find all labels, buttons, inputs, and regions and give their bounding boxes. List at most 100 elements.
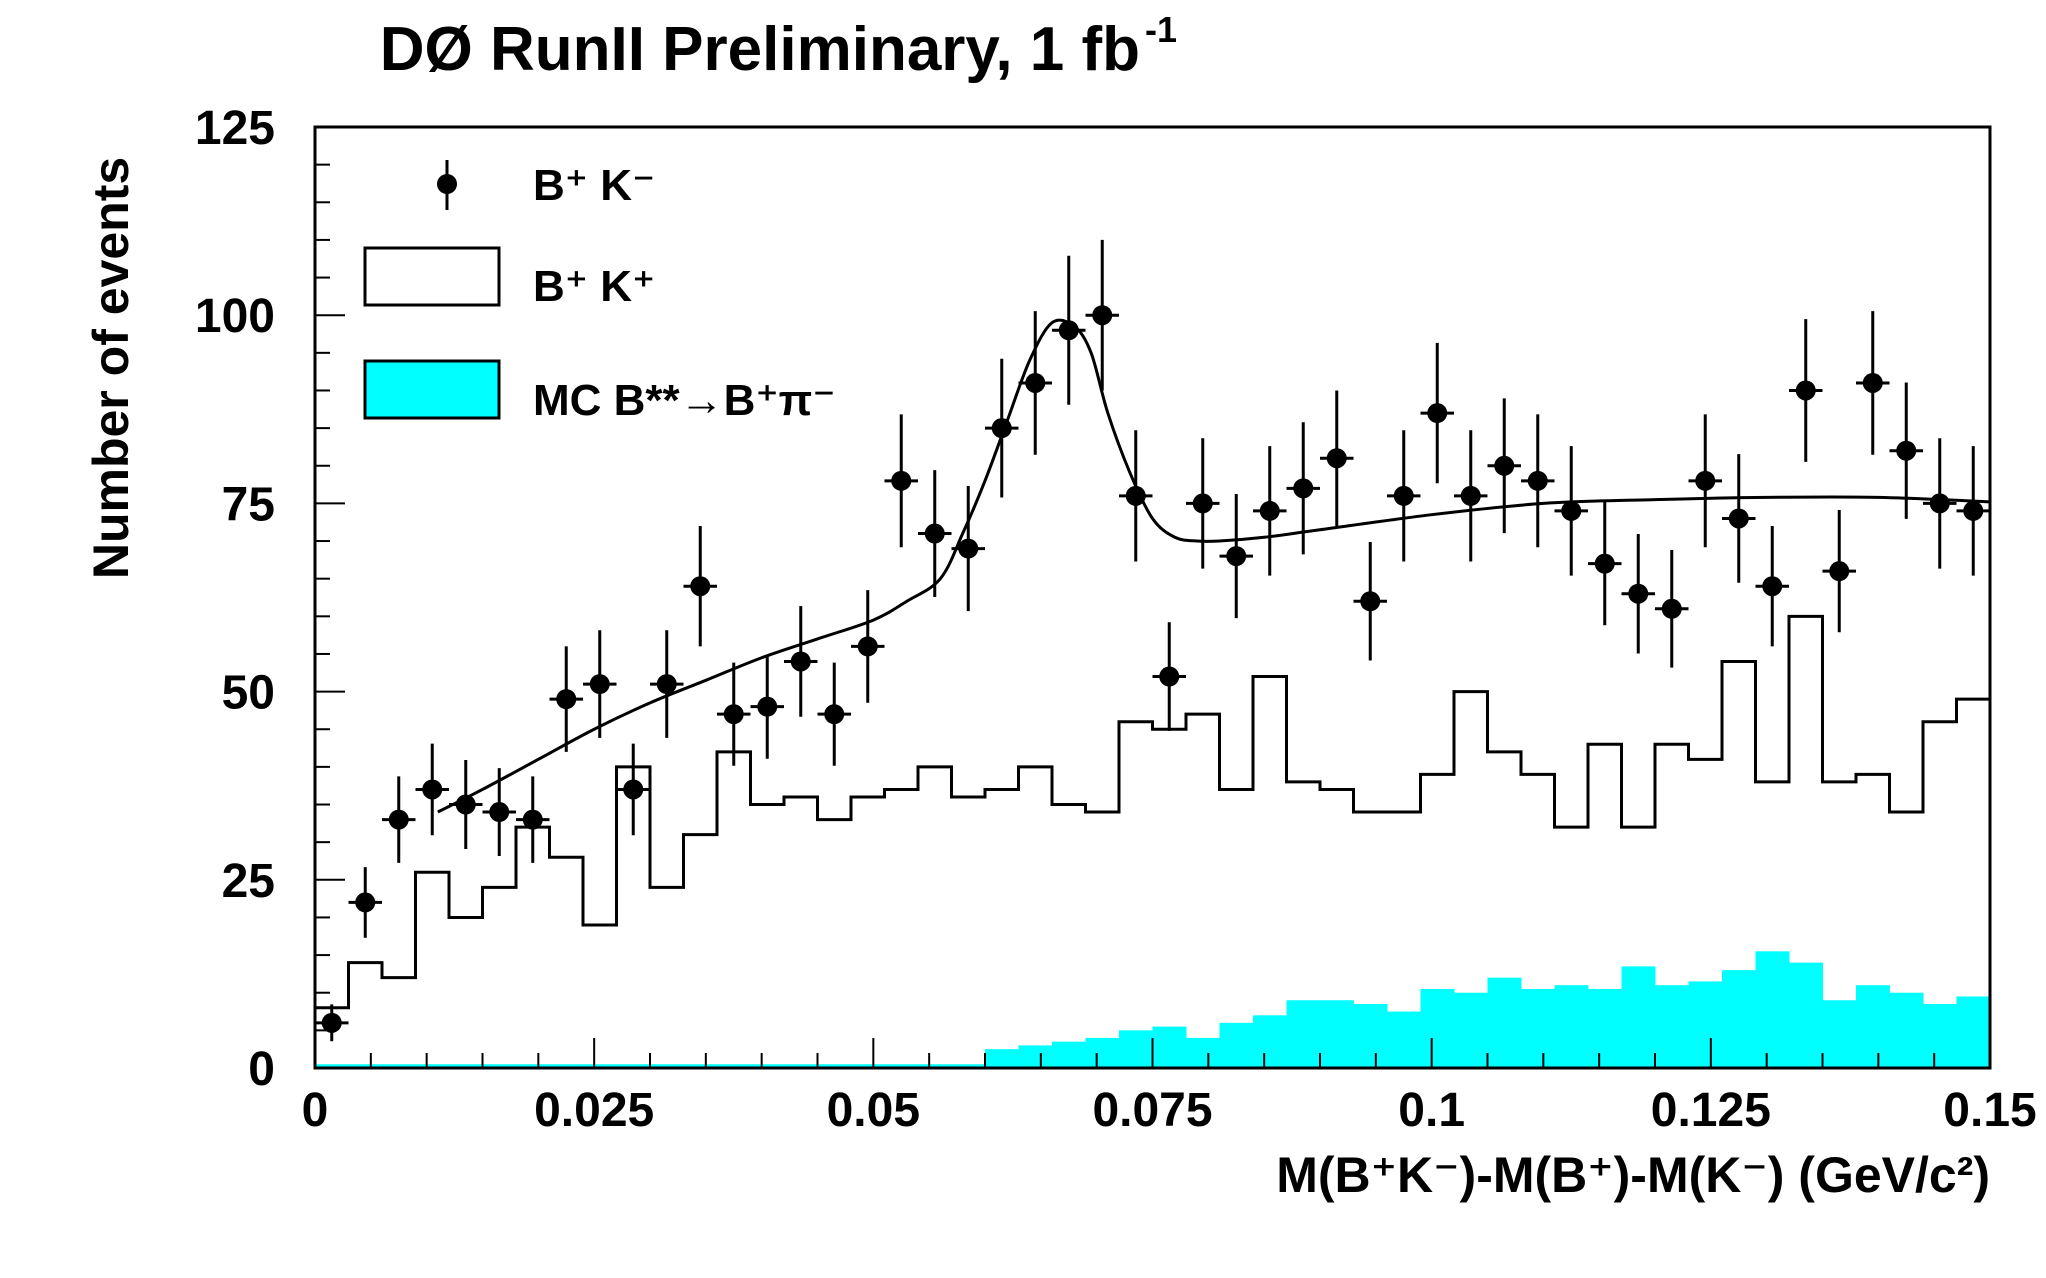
x-tick-label: 0.125 bbox=[1651, 1084, 1771, 1137]
data-point-marker bbox=[757, 696, 778, 717]
data-point-marker bbox=[422, 779, 443, 800]
mc-bin bbox=[549, 1064, 584, 1068]
data-point-marker bbox=[1226, 546, 1247, 567]
data-point bbox=[1588, 502, 1622, 626]
data-point bbox=[1521, 414, 1555, 548]
mc-bin bbox=[1856, 985, 1890, 1068]
data-point bbox=[1119, 430, 1153, 562]
data-point-marker bbox=[1795, 380, 1816, 401]
data-point-marker bbox=[355, 892, 376, 913]
mc-bin bbox=[1655, 985, 1689, 1068]
data-point bbox=[1755, 525, 1789, 647]
data-point-marker bbox=[1561, 500, 1582, 521]
mc-bin bbox=[683, 1064, 718, 1068]
data-point bbox=[1789, 319, 1823, 462]
data-point bbox=[1085, 239, 1119, 391]
data-point bbox=[549, 646, 583, 752]
data-points bbox=[315, 239, 1990, 1042]
mc-bin bbox=[750, 1064, 785, 1068]
chart-title: DØ RunII Preliminary, 1 fb bbox=[380, 15, 1140, 84]
data-point-marker bbox=[1159, 666, 1180, 687]
legend-data-marker bbox=[437, 174, 457, 194]
bkk-histogram bbox=[315, 614, 1990, 1010]
bkk-histogram-outline bbox=[315, 614, 1990, 1010]
data-point-marker bbox=[790, 651, 811, 672]
y-tick-label: 50 bbox=[222, 667, 275, 720]
y-tick-label: 125 bbox=[195, 102, 275, 155]
data-point-marker bbox=[489, 802, 510, 823]
data-point-marker bbox=[1427, 403, 1448, 424]
data-point bbox=[1018, 311, 1052, 455]
x-tick-label: 0.15 bbox=[1943, 1084, 2036, 1137]
data-point bbox=[1722, 454, 1756, 583]
data-point bbox=[482, 768, 516, 856]
data-point-marker bbox=[522, 809, 543, 830]
data-point-marker bbox=[1963, 500, 1984, 521]
data-point-marker bbox=[1192, 493, 1213, 514]
mc-bin bbox=[784, 1064, 818, 1068]
mc-bin bbox=[1688, 981, 1723, 1068]
data-point bbox=[1889, 382, 1923, 519]
chart-title-superscript: -1 bbox=[1145, 9, 1177, 50]
data-point-marker bbox=[891, 470, 912, 491]
data-point bbox=[449, 759, 483, 850]
mc-bin bbox=[918, 1064, 952, 1068]
data-point-marker bbox=[958, 538, 979, 559]
data-point bbox=[1253, 446, 1287, 576]
mc-bin bbox=[1454, 992, 1488, 1068]
legend-hist-swatch bbox=[363, 246, 501, 307]
data-point bbox=[516, 776, 550, 863]
data-point bbox=[1655, 549, 1689, 668]
data-point bbox=[1219, 494, 1253, 619]
mc-bin bbox=[951, 1064, 986, 1068]
data-point-marker bbox=[589, 674, 610, 695]
mc-bin bbox=[1119, 1030, 1153, 1068]
data-point-marker bbox=[1527, 470, 1548, 491]
data-point bbox=[750, 654, 784, 759]
data-point bbox=[784, 606, 818, 717]
data-point bbox=[1387, 430, 1421, 562]
data-point bbox=[1923, 438, 1957, 569]
data-point-marker bbox=[321, 1012, 342, 1033]
mc-bin bbox=[1822, 1000, 1857, 1068]
data-point-marker bbox=[1829, 561, 1850, 582]
mc-bin bbox=[583, 1064, 617, 1068]
mc-bin bbox=[1889, 992, 1924, 1068]
data-point-marker bbox=[1594, 553, 1615, 574]
data-point-marker bbox=[623, 779, 644, 800]
data-point-marker bbox=[1025, 372, 1046, 393]
legend-data-label: B⁺ K⁻ bbox=[533, 161, 655, 210]
data-point-marker bbox=[1661, 598, 1682, 619]
mc-bin bbox=[516, 1064, 550, 1068]
data-point-marker bbox=[1896, 440, 1917, 461]
mc-bin bbox=[1186, 1037, 1220, 1068]
data-point bbox=[1420, 342, 1454, 484]
legend-entry-hist: B⁺ K⁺ bbox=[363, 246, 655, 311]
x-tick-label: 0.075 bbox=[1092, 1084, 1212, 1137]
data-point-marker bbox=[857, 636, 878, 657]
data-point-marker bbox=[991, 418, 1012, 439]
x-tick-label: 0 bbox=[302, 1084, 329, 1137]
x-axis-ticks: 0 0.025 0.05 0.075 0.1 0.125 0.15 bbox=[302, 1038, 2037, 1137]
legend-entry-mc: MC B**→B⁺π⁻ bbox=[363, 359, 836, 425]
data-point bbox=[650, 630, 684, 738]
mc-bin bbox=[1152, 1026, 1187, 1068]
data-point-marker bbox=[556, 689, 577, 710]
data-point bbox=[1822, 509, 1856, 633]
data-point bbox=[951, 486, 985, 612]
data-point bbox=[717, 662, 751, 766]
data-point-marker bbox=[1326, 448, 1347, 469]
data-point bbox=[1152, 622, 1186, 731]
data-point bbox=[616, 743, 650, 836]
y-tick-label: 100 bbox=[195, 290, 275, 343]
data-point bbox=[1286, 422, 1320, 555]
mc-bin bbox=[717, 1064, 751, 1068]
mc-bin bbox=[1956, 996, 1991, 1068]
data-point bbox=[1956, 446, 1990, 576]
y-tick-label: 25 bbox=[222, 855, 275, 908]
data-point bbox=[1688, 414, 1722, 548]
mc-bin bbox=[1286, 1000, 1321, 1068]
data-point-marker bbox=[690, 576, 711, 597]
data-point-marker bbox=[1695, 470, 1716, 491]
mc-bin bbox=[1253, 1015, 1287, 1068]
